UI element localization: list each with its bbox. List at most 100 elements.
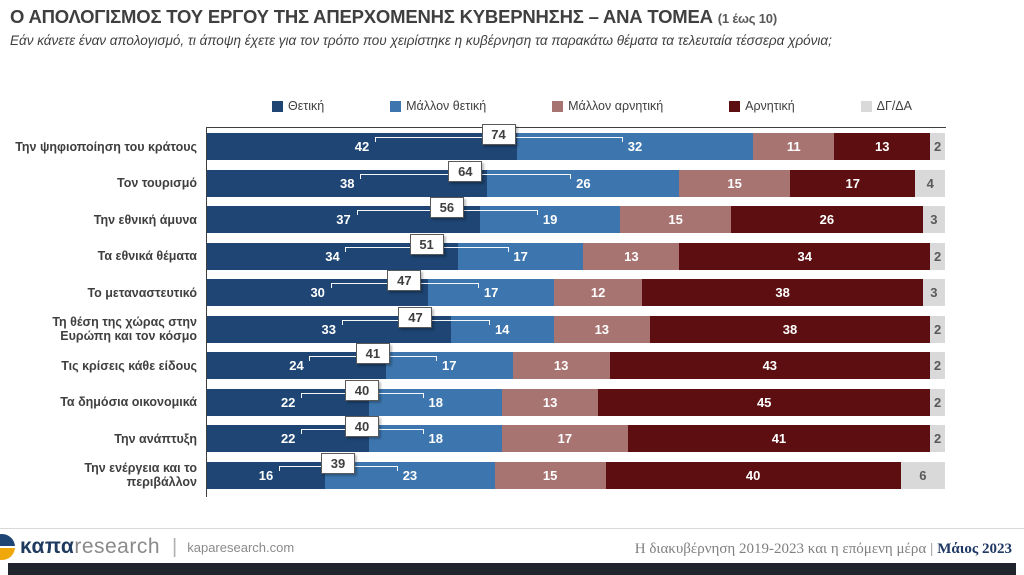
bar-segment: 17 xyxy=(502,425,628,452)
legend-swatch-icon xyxy=(860,100,872,112)
positive-total-callout: 56 xyxy=(429,197,464,218)
row-category-label: Την ανάπτυξη xyxy=(114,431,197,446)
bar-segment: 2 xyxy=(930,133,945,160)
bracket-tick xyxy=(396,465,398,471)
legend-item: Θετική xyxy=(272,99,324,113)
positive-total-callout: 47 xyxy=(387,270,422,291)
bracket-tick xyxy=(309,356,311,361)
logo-divider: | xyxy=(172,535,178,558)
bar-segment: 38 xyxy=(642,279,923,306)
chart-rows: Την ψηφιοποίηση του κράτους 42 32 11 13 2 74 Το… xyxy=(12,124,945,498)
bar-track: 22 18 13 45 2 40 xyxy=(207,379,945,416)
row-category-label: Την ενέργεια και το περιβάλλον xyxy=(84,461,197,489)
legend-swatch-icon xyxy=(390,100,402,112)
bar-segment: 13 xyxy=(502,388,599,416)
legend-item: Μάλλον θετική xyxy=(390,99,486,113)
bar-segment: 15 xyxy=(620,206,731,233)
footer-branding: καπα research | kaparesearch.com xyxy=(0,532,294,562)
bar-segment: 43 xyxy=(609,352,931,379)
bracket-tick xyxy=(570,173,572,179)
legend-label: Μάλλον θετική xyxy=(406,99,487,113)
bar-segment: 3 xyxy=(922,206,945,233)
footer-date: Μάιος 2023 xyxy=(937,541,1012,557)
footer-website: kaparesearch.com xyxy=(187,539,295,555)
bar-segment: 2 xyxy=(930,352,945,379)
chart-row: Την ανάπτυξη 22 18 17 41 2 40 xyxy=(12,416,945,452)
positive-total-callout: 64 xyxy=(448,160,483,182)
kapa-research-logo-icon xyxy=(0,534,16,560)
legend-label: ΔΓ/ΔΑ xyxy=(876,99,912,113)
positive-total-callout: 40 xyxy=(344,379,379,401)
bar-segment: 15 xyxy=(679,169,790,197)
legend-item: ΔΓ/ΔΑ xyxy=(860,99,912,113)
legend-label: Αρνητική xyxy=(745,99,795,113)
bar-segment: 3 xyxy=(922,279,945,306)
chart-row: Τη θέση της χώρας στην Ευρώπη και τον κό… xyxy=(12,306,945,343)
chart-row: Τα εθνικά θέματα 34 17 13 34 2 51 xyxy=(12,233,945,270)
bar-segment: 11 xyxy=(753,133,835,160)
bar-segment: 2 xyxy=(930,388,945,416)
footer-survey-info: Η διακυβέρνηση 2019-2023 και η επόμενη μ… xyxy=(635,541,1012,558)
legend-item: Αρνητική xyxy=(729,99,795,113)
chart-row: Την εθνική άμυνα 37 19 15 26 3 56 xyxy=(12,197,945,233)
bar-track: 42 32 11 13 2 74 xyxy=(207,124,945,160)
positive-total-callout: 39 xyxy=(320,452,355,474)
bar-segment: 4 xyxy=(915,169,945,197)
bracket-tick xyxy=(622,137,624,142)
chart-row: Τις κρίσεις κάθε είδους 24 17 13 43 2 41 xyxy=(12,343,945,379)
page-title-text: Ο ΑΠΟΛΟΓΙΣΜΟΣ ΤΟΥ ΕΡΓΟΥ ΤΗΣ ΑΠΕΡΧΟΜΕΝΗΣ … xyxy=(10,6,713,27)
bar-track: 24 17 13 43 2 41 xyxy=(207,343,945,379)
chart-left-axis-line xyxy=(206,127,207,497)
bar-segment: 13 xyxy=(583,242,680,270)
bracket-tick xyxy=(489,319,491,325)
legend-swatch-icon xyxy=(729,100,741,112)
positive-total-callout: 40 xyxy=(344,416,379,437)
row-category-label: Τη θέση της χώρας στην Ευρώπη και τον κό… xyxy=(52,315,197,343)
chart-row: Την ψηφιοποίηση του κράτους 42 32 11 13 2 74 xyxy=(12,124,945,160)
bar-segment: 2 xyxy=(930,425,945,452)
legend-swatch-icon xyxy=(552,100,564,112)
bar-segment: 41 xyxy=(627,425,931,452)
bracket-tick xyxy=(436,356,438,361)
legend-label: Θετική xyxy=(288,99,325,113)
bar-track: 33 14 13 38 2 47 xyxy=(207,306,945,343)
bracket-tick xyxy=(341,319,343,325)
bar-segment: 13 xyxy=(834,133,931,160)
bar-track: 37 19 15 26 3 56 xyxy=(207,197,945,233)
positive-total-callout: 74 xyxy=(481,124,516,145)
bracket-tick xyxy=(279,465,281,471)
bracket-tick xyxy=(356,210,358,215)
row-category-label: Την εθνική άμυνα xyxy=(93,212,197,227)
bar-segment: 2 xyxy=(930,315,945,343)
footer-divider-line xyxy=(0,528,1024,529)
legend-item: Μάλλον αρνητική xyxy=(552,99,663,113)
bracket-tick xyxy=(374,137,376,142)
bar-segment: 40 xyxy=(605,461,901,489)
chart-top-axis-line xyxy=(207,127,946,128)
row-category-label: Τον τουρισμό xyxy=(117,176,197,190)
row-category-label: Τα εθνικά θέματα xyxy=(97,249,197,263)
bar-track: 38 26 15 17 4 64 xyxy=(207,160,945,197)
bracket-tick xyxy=(301,429,303,434)
bracket-tick xyxy=(345,246,347,252)
row-category-label: Την ψηφιοποίηση του κράτους xyxy=(15,139,197,154)
bar-track: 22 18 17 41 2 40 xyxy=(207,416,945,452)
bracket-tick xyxy=(360,173,362,179)
chart-row: Το μεταναστευτικό 30 17 12 38 3 47 xyxy=(12,270,945,306)
bar-segment: 34 xyxy=(679,242,931,270)
bracket-tick xyxy=(330,283,332,288)
bar-segment: 15 xyxy=(494,461,606,489)
bracket-tick xyxy=(422,392,424,398)
positive-total-callout: 47 xyxy=(398,306,433,328)
bar-segment: 38 xyxy=(649,315,931,343)
positive-total-callout: 41 xyxy=(355,343,390,364)
bar-track: 16 23 15 40 6 39 xyxy=(207,452,945,489)
bar-segment: 2 xyxy=(930,242,945,270)
legend-swatch-icon xyxy=(272,100,283,112)
bar-segment: 45 xyxy=(598,388,931,416)
logo-text-bold: καπα xyxy=(20,535,75,558)
chart-row: Τα δημόσια οικονομικά 22 18 13 45 2 40 xyxy=(12,379,945,416)
bracket-tick xyxy=(478,283,480,288)
bracket-tick xyxy=(422,429,424,434)
legend-label: Μάλλον αρνητική xyxy=(568,99,664,113)
